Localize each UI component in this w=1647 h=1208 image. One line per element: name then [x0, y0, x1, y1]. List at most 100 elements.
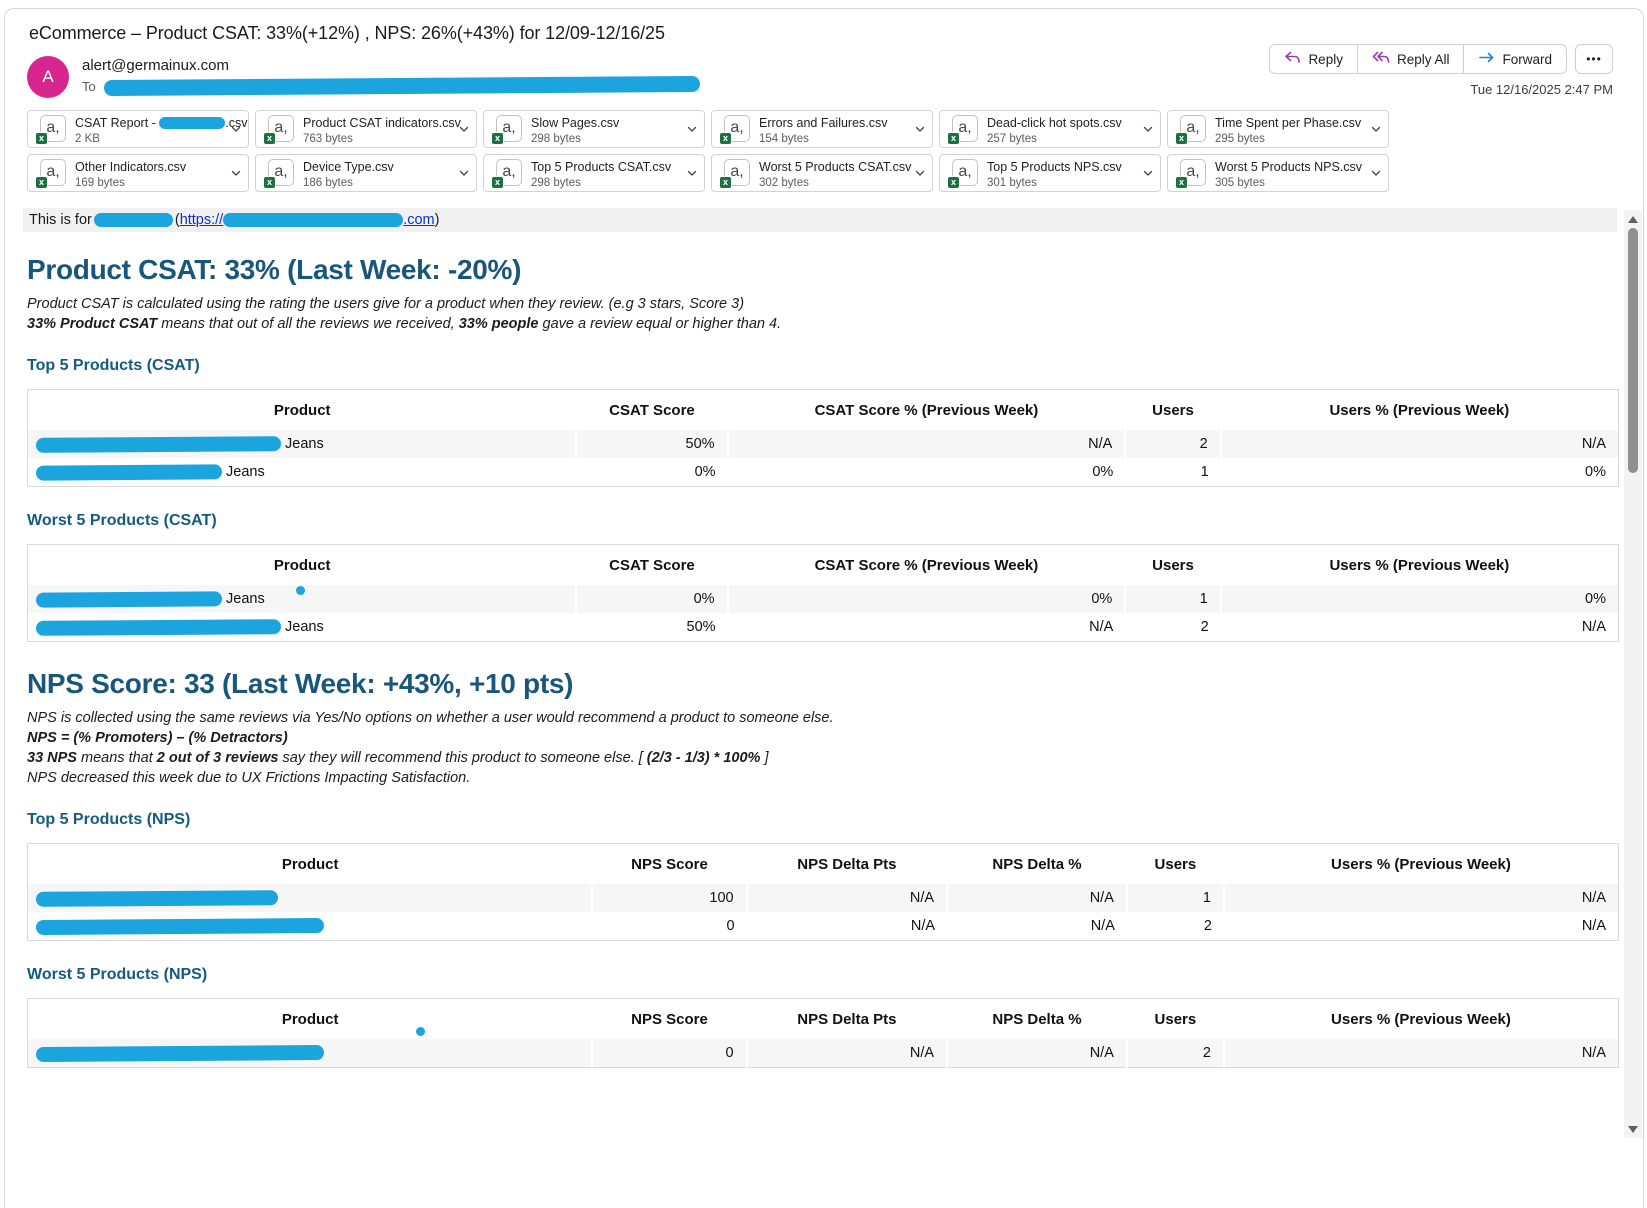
- csv-file-icon: a,x: [1175, 158, 1206, 189]
- column-header: CSAT Score: [576, 545, 727, 586]
- vertical-scrollbar[interactable]: [1624, 210, 1642, 1138]
- csv-file-icon: a,x: [491, 114, 522, 145]
- scrollbar-thumb[interactable]: [1628, 228, 1638, 473]
- chevron-down-icon[interactable]: [1368, 123, 1384, 135]
- redaction-marker: [36, 464, 222, 480]
- attachment-name: Product CSAT indicators.csv: [303, 116, 461, 130]
- attachment-name: Dead-click hot spots.csv: [987, 116, 1122, 130]
- csv-file-icon: a,x: [491, 158, 522, 189]
- attachment-chip[interactable]: a,x Product CSAT indicators.csv 763 bytes: [255, 110, 477, 148]
- email-subject: eCommerce – Product CSAT: 33%(+12%) , NP…: [23, 23, 1615, 44]
- attachment-name: Time Spent per Phase.csv: [1215, 116, 1361, 130]
- nps-title: NPS Score: 33 (Last Week: +43%, +10 pts): [27, 668, 1615, 700]
- chevron-down-icon[interactable]: [228, 123, 244, 135]
- column-header: Users % (Previous Week): [1224, 844, 1619, 885]
- attachment-size: 763 bytes: [303, 133, 447, 145]
- product-cell: Jeans: [28, 613, 577, 642]
- attachment-chip[interactable]: a,x CSAT Report - .csv 2 KB: [27, 110, 249, 148]
- site-link[interactable]: https://.com: [180, 212, 435, 228]
- csat-worst5-heading: Worst 5 Products (CSAT): [27, 512, 1615, 530]
- redaction-marker-recipients: [104, 76, 700, 96]
- attachment-size: 298 bytes: [531, 133, 675, 145]
- reply-all-button[interactable]: Reply All: [1358, 44, 1465, 74]
- product-cell: Jeans: [28, 585, 577, 613]
- csat-worst5-table: Product CSAT Score CSAT Score % (Previou…: [27, 544, 1619, 642]
- csv-file-icon: a,x: [263, 114, 294, 145]
- redaction-marker: [94, 213, 173, 227]
- chevron-down-icon[interactable]: [228, 167, 244, 179]
- sender-avatar[interactable]: A: [27, 56, 69, 98]
- column-header: Users % (Previous Week): [1221, 390, 1619, 431]
- csat-top5-heading: Top 5 Products (CSAT): [27, 357, 1615, 375]
- attachment-size: 295 bytes: [1215, 133, 1359, 145]
- column-header: Product: [28, 545, 577, 586]
- product-cell: Jeans: [28, 458, 577, 487]
- column-header: Users % (Previous Week): [1221, 545, 1619, 586]
- chevron-down-icon[interactable]: [456, 123, 472, 135]
- scroll-down-icon[interactable]: [1628, 1126, 1638, 1133]
- attachment-size: 298 bytes: [531, 177, 675, 189]
- chevron-down-icon[interactable]: [456, 167, 472, 179]
- more-actions-button[interactable]: •••: [1575, 44, 1613, 74]
- reply-icon: [1284, 51, 1301, 67]
- chevron-down-icon[interactable]: [912, 123, 928, 135]
- csv-file-icon: a,x: [719, 114, 750, 145]
- scroll-up-icon[interactable]: [1628, 216, 1638, 223]
- chevron-down-icon[interactable]: [912, 167, 928, 179]
- recipient-banner: This is for (https://.com): [23, 208, 1617, 232]
- column-header: CSAT Score % (Previous Week): [728, 390, 1126, 431]
- forward-button[interactable]: Forward: [1464, 44, 1567, 74]
- csv-file-icon: a,x: [947, 114, 978, 145]
- chevron-down-icon[interactable]: [684, 123, 700, 135]
- csat-description-line1: Product CSAT is calculated using the rat…: [27, 296, 1615, 312]
- csat-top5-table: Product CSAT Score CSAT Score % (Previou…: [27, 389, 1619, 487]
- redaction-marker: [159, 117, 225, 129]
- attachment-size: 302 bytes: [759, 177, 903, 189]
- sender-address[interactable]: alert@germainux.com: [82, 57, 700, 74]
- attachment-name: Other Indicators.csv: [75, 160, 186, 174]
- column-header: CSAT Score % (Previous Week): [728, 545, 1126, 586]
- forward-icon: [1478, 51, 1495, 67]
- reply-button[interactable]: Reply: [1269, 44, 1358, 74]
- table-row: Jeans 50% N/A 2 N/A: [28, 430, 1619, 458]
- nps-worst5-table: Product NPS Score NPS Delta Pts NPS Delt…: [27, 998, 1619, 1068]
- nps-top5-table: Product NPS Score NPS Delta Pts NPS Delt…: [27, 843, 1619, 941]
- attachment-name: Top 5 Products NPS.csv: [987, 160, 1122, 174]
- redaction-marker: [36, 890, 278, 907]
- chevron-down-icon[interactable]: [1140, 123, 1156, 135]
- redaction-marker: [36, 619, 281, 636]
- column-header: Users: [1125, 545, 1220, 586]
- column-header: NPS Delta %: [947, 999, 1127, 1040]
- table-row: 0 N/A N/A 2 N/A: [28, 912, 1619, 941]
- attachment-size: 186 bytes: [303, 177, 447, 189]
- nps-formula: NPS = (% Promoters) – (% Detractors): [27, 730, 1615, 746]
- column-header: Users % (Previous Week): [1224, 999, 1619, 1040]
- chevron-down-icon[interactable]: [684, 167, 700, 179]
- redaction-marker: [223, 213, 403, 227]
- table-header-row: Product CSAT Score CSAT Score % (Previou…: [28, 390, 1619, 431]
- redaction-marker: [36, 436, 281, 453]
- attachment-name: Device Type.csv: [303, 160, 394, 174]
- attachment-size: 2 KB: [75, 133, 219, 145]
- column-header: Product: [28, 844, 593, 885]
- nps-description-line4: NPS decreased this week due to UX Fricti…: [27, 770, 1615, 786]
- ink-dot: [416, 1027, 425, 1036]
- chevron-down-icon[interactable]: [1368, 167, 1384, 179]
- table-row: Jeans 0% 0% 1 0%: [28, 585, 1619, 613]
- attachment-size: 301 bytes: [987, 177, 1131, 189]
- chevron-down-icon[interactable]: [1140, 167, 1156, 179]
- attachment-name: Worst 5 Products NPS.csv: [1215, 160, 1362, 174]
- reply-all-label: Reply All: [1397, 52, 1450, 67]
- product-cell: [28, 912, 593, 941]
- product-cell: Jeans: [28, 430, 577, 458]
